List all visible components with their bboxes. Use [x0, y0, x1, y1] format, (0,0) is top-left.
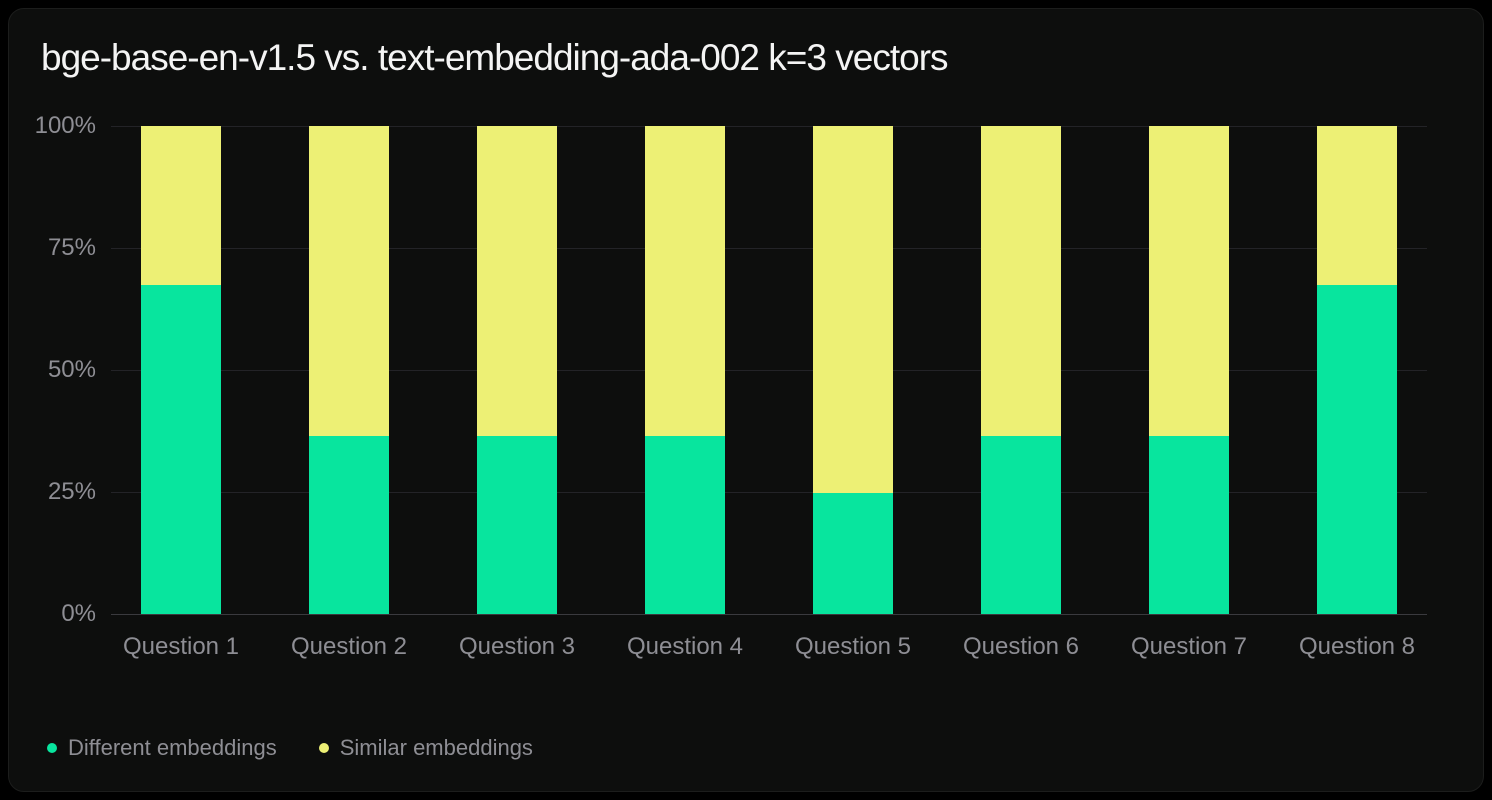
chart-title: bge-base-en-v1.5 vs. text-embedding-ada-…: [41, 37, 949, 78]
bar-slot-8: [1273, 126, 1441, 614]
x-category-label-3: Question 3: [458, 633, 576, 660]
y-tick-label-100pct: 100%: [34, 112, 96, 139]
bar-slot-4: [601, 126, 769, 614]
bar-segment-different-1[interactable]: [141, 284, 221, 614]
x-category-label-2: Question 2: [290, 633, 408, 660]
bar-segment-similar-3[interactable]: [477, 126, 557, 437]
bar-segment-different-2[interactable]: [309, 436, 389, 614]
legend-label: Similar embeddings: [339, 735, 533, 760]
bar-segment-similar-1[interactable]: [141, 126, 221, 285]
bar-segment-different-3[interactable]: [477, 436, 557, 614]
bar-slot-2: [265, 126, 433, 614]
y-axis: 100% 75% 50% 25% 0%: [9, 112, 96, 627]
bar-slot-3: [433, 126, 601, 614]
bar-segment-different-6[interactable]: [981, 436, 1061, 614]
bar-segment-similar-5[interactable]: [813, 126, 893, 494]
y-tick-label-50pct: 50%: [47, 356, 96, 383]
bar-slot-6: [937, 126, 1105, 614]
legend-item-similar-embeddings[interactable]: Similar embeddings: [318, 735, 533, 761]
x-category-label-5: Question 5: [794, 633, 912, 660]
chart-card: bge-base-en-v1.5 vs. text-embedding-ada-…: [8, 8, 1484, 792]
bar-segment-similar-6[interactable]: [981, 126, 1061, 437]
x-category-label-8: Question 8: [1298, 633, 1416, 660]
x-axis-line: [111, 614, 1427, 615]
bar-segment-different-8[interactable]: [1317, 284, 1397, 614]
legend: Different embeddings Similar embeddings: [47, 735, 533, 761]
bar-segment-similar-8[interactable]: [1317, 126, 1397, 285]
stacked-bar-1[interactable]: [141, 126, 221, 614]
bar-segment-different-4[interactable]: [645, 436, 725, 614]
gridline-75%: [111, 248, 1427, 249]
stacked-bar-7[interactable]: [1149, 126, 1229, 614]
stacked-bar-4[interactable]: [645, 126, 725, 614]
bar-segment-different-7[interactable]: [1149, 436, 1229, 614]
bar-segment-similar-7[interactable]: [1149, 126, 1229, 437]
bar-segment-similar-4[interactable]: [645, 126, 725, 437]
stacked-bar-5[interactable]: [813, 126, 893, 614]
plot-area: [97, 126, 1441, 615]
legend-dot-icon: [318, 743, 329, 753]
gridline-50%: [111, 370, 1427, 371]
bar-segment-different-5[interactable]: [813, 493, 893, 614]
stacked-bar-3[interactable]: [477, 126, 557, 614]
x-category-label-7: Question 7: [1130, 633, 1248, 660]
legend-item-different-embeddings[interactable]: Different embeddings: [47, 735, 277, 761]
x-category-label-4: Question 4: [626, 633, 744, 660]
bars-container: [97, 126, 1441, 614]
y-tick-label-25pct: 25%: [47, 478, 96, 505]
x-category-label-6: Question 6: [962, 633, 1080, 660]
x-category-label-1: Question 1: [122, 633, 240, 660]
bar-segment-similar-2[interactable]: [309, 126, 389, 437]
bar-slot-7: [1105, 126, 1273, 614]
bar-slot-5: [769, 126, 937, 614]
stacked-bar-2[interactable]: [309, 126, 389, 614]
bar-slot-1: [97, 126, 265, 614]
stacked-bar-6[interactable]: [981, 126, 1061, 614]
y-tick-label-75pct: 75%: [47, 234, 96, 261]
gridline-100%: [111, 126, 1427, 127]
gridline-25%: [111, 492, 1427, 493]
x-axis: Question 1 Question 2 Question 3 Question 4…: [97, 633, 1441, 661]
legend-dot-icon: [47, 743, 57, 753]
legend-label: Different embeddings: [68, 735, 277, 760]
y-tick-label-0pct: 0%: [61, 600, 96, 627]
stacked-bar-8[interactable]: [1317, 126, 1397, 614]
